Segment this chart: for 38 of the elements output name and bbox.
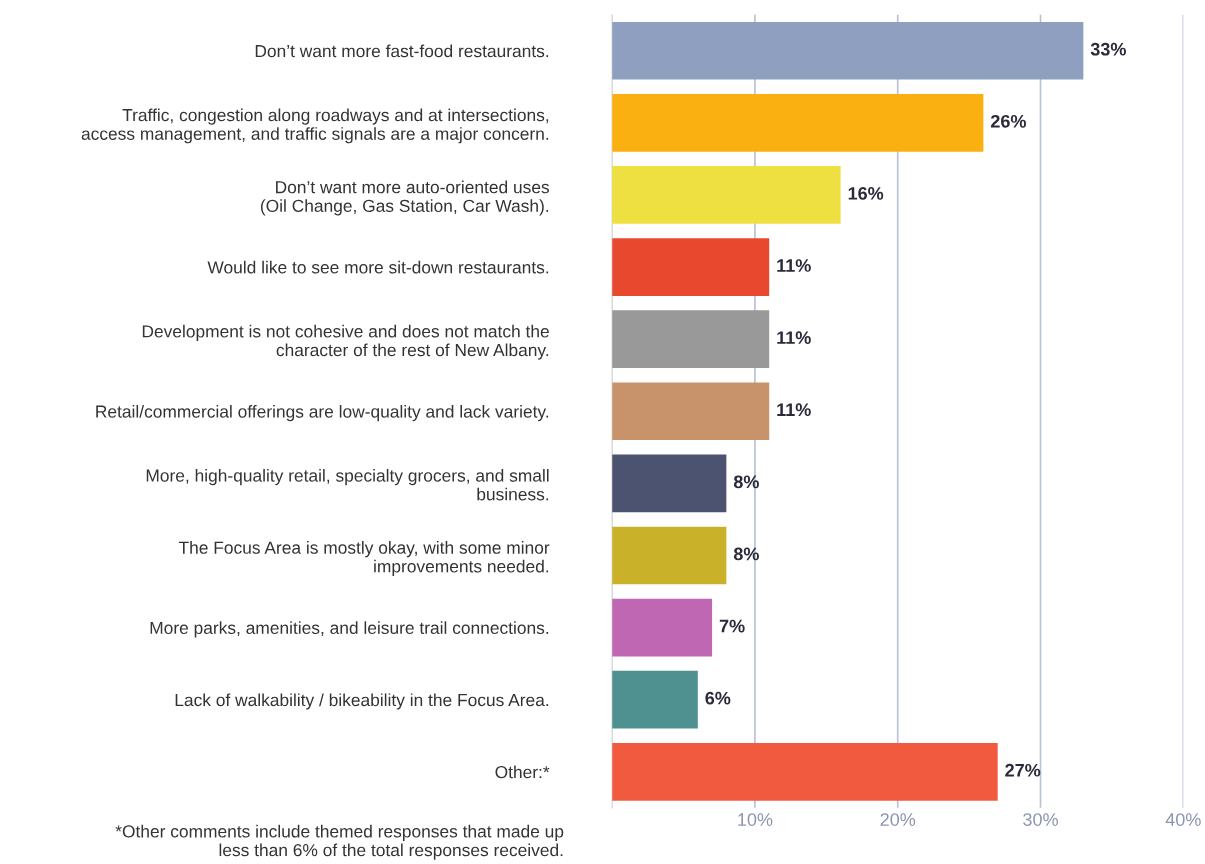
bar (612, 21, 1084, 80)
data-label: 7% (719, 619, 745, 633)
x-tick-label: 40% (1165, 813, 1201, 826)
x-tick-label: 10% (738, 813, 773, 826)
bar (612, 670, 698, 729)
y-tick-label: Traffic, congestion along roadways and at intersections, access management, and traffic signals are a major concern. (81, 108, 549, 144)
data-label: 26% (990, 114, 1027, 128)
bar (612, 238, 770, 296)
x-tick-label: 20% (880, 813, 916, 826)
bar (612, 166, 841, 224)
bar (612, 310, 770, 368)
x-tick-label: 30% (1023, 813, 1058, 826)
data-label: 11% (777, 259, 811, 272)
y-tick-label: Don’t want more auto-oriented uses (Oil Change, Gas Station, Car Wash). (260, 180, 550, 216)
bar (612, 742, 998, 801)
y-tick-label: Retail/commercial offerings are low-quality and lack variety. (96, 404, 549, 422)
data-label: 6% (705, 691, 731, 705)
y-tick-label: Development is not cohesive and does not match the character of the rest of New Albany. (142, 324, 549, 360)
bar (612, 526, 727, 585)
data-label: 8% (733, 547, 759, 561)
y-tick-label: More, high-quality retail, specialty grocers, and small business. (146, 468, 549, 501)
data-label: 11% (777, 403, 811, 417)
y-tick-label: Don’t want more fast-food restaurants. (255, 44, 549, 58)
data-label: 33% (1090, 42, 1126, 56)
data-label: 8% (733, 475, 759, 489)
data-label: 16% (848, 187, 884, 200)
bar (612, 598, 713, 657)
y-tick-label: Would like to see more sit-down restaurants. (207, 260, 549, 274)
y-tick-label: Lack of walkability / bikeability in the Focus Area. (175, 693, 549, 710)
data-label: 27% (1005, 763, 1041, 777)
text: *Other comments include themed responses that made up less than 6% of the total responses received. (115, 824, 564, 860)
y-tick-label: The Focus Area is mostly okay, with some minor improvements needed. (178, 541, 550, 576)
bar (612, 454, 727, 513)
bar (612, 94, 984, 152)
bar (612, 382, 770, 441)
y-tick-label: More parks, amenities, and leisure trail connections. (150, 621, 549, 638)
y-tick-label: Other:* (495, 765, 550, 779)
data-label: 11% (777, 331, 811, 344)
